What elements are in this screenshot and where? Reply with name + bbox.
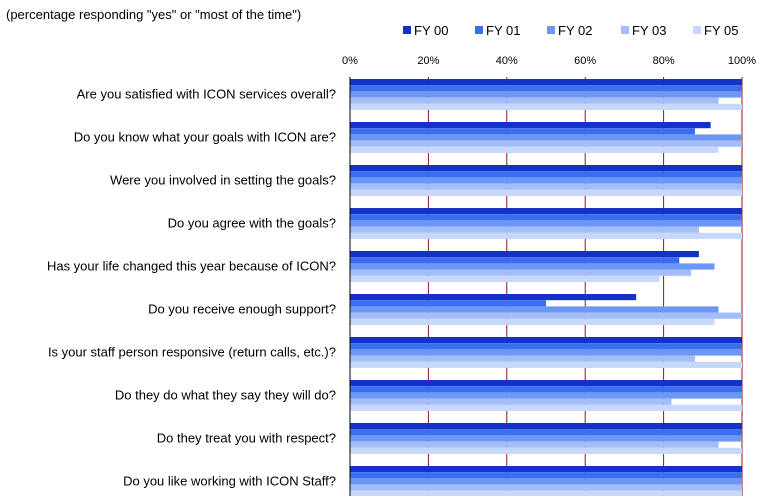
bar	[350, 134, 742, 141]
x-tick-label: 0%	[342, 55, 358, 67]
category-label: Is your staff person responsive (return …	[48, 345, 336, 360]
category-label: Do you know what your goals with ICON ar…	[74, 130, 336, 145]
bar	[350, 79, 742, 86]
bar	[350, 103, 742, 110]
bar	[350, 423, 742, 430]
bar	[350, 275, 660, 282]
bar	[350, 361, 742, 368]
bar	[350, 171, 742, 178]
bar	[350, 466, 742, 473]
x-tick-label: 80%	[653, 55, 675, 67]
bar	[350, 122, 711, 129]
chart-subtitle: (percentage responding "yes" or "most of…	[6, 7, 301, 22]
bar	[350, 183, 742, 190]
bar	[350, 177, 742, 184]
legend-swatch	[621, 26, 629, 34]
bar	[350, 484, 742, 491]
bar	[350, 232, 742, 239]
bar	[350, 472, 742, 479]
bar	[350, 91, 742, 98]
category-label: Do you receive enough support?	[148, 302, 336, 317]
legend-label: FY 02	[558, 23, 592, 38]
bar	[350, 140, 742, 147]
bar	[350, 306, 719, 313]
bar	[350, 257, 680, 264]
bar	[350, 226, 699, 233]
bar	[350, 312, 742, 319]
bar	[350, 251, 699, 258]
bar	[350, 478, 742, 485]
bar	[350, 214, 742, 221]
bar	[350, 441, 719, 448]
bar	[350, 294, 637, 301]
bar	[350, 263, 715, 270]
bar	[350, 300, 546, 307]
legend-swatch	[693, 26, 701, 34]
legend-swatch	[475, 26, 483, 34]
legend-label: FY 00	[414, 23, 448, 38]
bar	[350, 189, 742, 196]
bar	[350, 349, 742, 356]
bar	[350, 355, 695, 362]
bar	[350, 208, 742, 215]
bar	[350, 146, 719, 153]
x-tick-label: 40%	[496, 55, 518, 67]
legend-label: FY 03	[632, 23, 666, 38]
x-tick-label: 60%	[574, 55, 596, 67]
bar	[350, 165, 742, 172]
bar	[350, 318, 715, 325]
legend-swatch	[403, 26, 411, 34]
x-tick-label: 20%	[417, 55, 439, 67]
chart-legend: FY 00 FY 01 FY 02 FY 03 FY 05	[403, 23, 738, 38]
bar	[350, 398, 672, 405]
bar	[350, 128, 695, 135]
x-tick-label: 100%	[728, 55, 756, 67]
legend-label: FY 01	[486, 23, 520, 38]
category-label: Do they do what they say they will do?	[115, 388, 336, 403]
bars	[350, 79, 742, 496]
category-label: Has your life changed this year because …	[47, 259, 336, 274]
bar	[350, 435, 742, 442]
bar	[350, 85, 742, 92]
category-label: Are you satisfied with ICON services ove…	[77, 87, 336, 102]
category-label: Were you involved in setting the goals?	[110, 173, 336, 188]
bar	[350, 429, 742, 436]
bar	[350, 337, 742, 344]
bar	[350, 343, 742, 350]
bar	[350, 490, 742, 496]
category-label: Do you like working with ICON Staff?	[123, 474, 336, 489]
category-labels: Are you satisfied with ICON services ove…	[47, 87, 336, 489]
bar	[350, 380, 742, 387]
x-axis-ticks: 0% 20% 40% 60% 80% 100%	[342, 55, 756, 67]
bar	[350, 386, 742, 393]
legend-label: FY 05	[704, 23, 738, 38]
bar	[350, 269, 692, 276]
category-label: Do you agree with the goals?	[168, 216, 336, 231]
bar	[350, 97, 719, 104]
bar	[350, 220, 742, 227]
bar	[350, 392, 742, 399]
category-label: Do they treat you with respect?	[157, 431, 336, 446]
legend-swatch	[547, 26, 555, 34]
bar	[350, 447, 742, 454]
bar	[350, 404, 742, 411]
